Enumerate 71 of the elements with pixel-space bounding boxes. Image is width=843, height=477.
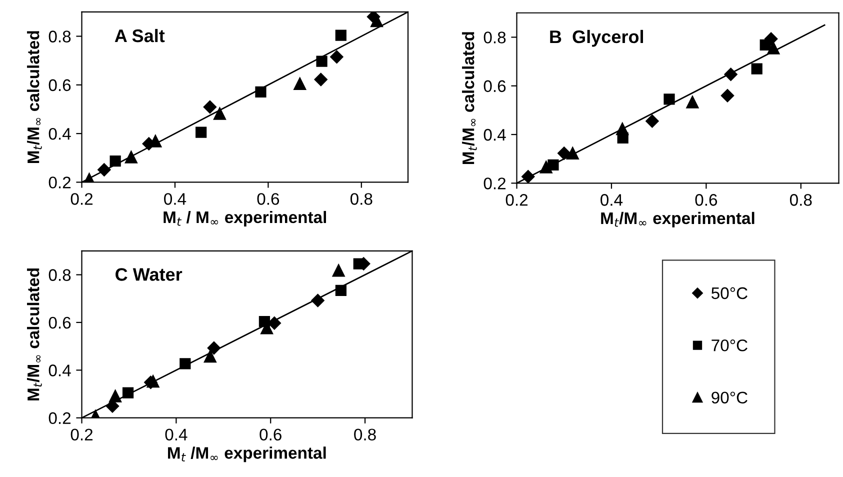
point — [646, 114, 659, 128]
point — [724, 68, 738, 82]
x-tick-label: 0.6 — [257, 193, 280, 205]
point — [760, 39, 771, 51]
legend-label: 50°C — [712, 287, 748, 300]
point — [558, 146, 571, 160]
x-tick-label: 0.8 — [790, 194, 812, 206]
y-tick-label: 0.6 — [484, 80, 506, 92]
point — [255, 86, 266, 98]
point — [686, 96, 699, 108]
legend-label: 90°C — [712, 392, 748, 404]
point — [720, 89, 734, 102]
x-tick-label: 0.4 — [164, 193, 186, 205]
point — [110, 155, 121, 167]
y-tick-label: 0.8 — [48, 269, 71, 281]
point — [335, 284, 346, 296]
point — [335, 30, 346, 41]
x-axis-title: M$_{t}$/M$_{∞}$ experimental — [601, 212, 754, 228]
legend-label: 70°C — [712, 340, 748, 352]
point — [180, 358, 191, 370]
y-tick-label: 0.8 — [48, 30, 71, 42]
text: B Glycerol — [550, 30, 644, 47]
y-axis-title: M$_{t}$/M$_{∞}$ calculated — [462, 32, 477, 164]
y-tick-label: 0.6 — [48, 316, 71, 329]
point — [616, 122, 629, 136]
point — [146, 375, 160, 388]
y-tick-label: 0.4 — [484, 128, 506, 141]
x-tick-label: 0.2 — [70, 428, 93, 441]
y-tick-label: 0.8 — [484, 32, 506, 44]
point — [332, 264, 345, 277]
point — [664, 94, 675, 105]
point — [294, 77, 306, 90]
x-tick-label: 0.8 — [354, 428, 376, 441]
y-axis-title: M$_{t}$/M$_{∞}$ calculated — [27, 31, 42, 164]
x-tick-label: 0.2 — [70, 193, 93, 205]
point — [751, 63, 762, 74]
point — [207, 341, 221, 355]
point — [98, 163, 111, 176]
x-tick-label: 0.6 — [695, 194, 718, 206]
point — [314, 72, 328, 86]
point — [540, 160, 552, 174]
y-tick-label: 0.2 — [484, 178, 506, 190]
y-tick-label: 0.4 — [48, 364, 71, 376]
point — [213, 107, 226, 120]
point — [767, 42, 780, 54]
y-axis-title: M$_{t}$/M$_{∞}$ calculated — [27, 268, 42, 400]
point — [548, 159, 559, 170]
x-tick-label: 0.4 — [600, 194, 623, 206]
y-tick-label: 0.4 — [48, 128, 71, 140]
point — [204, 350, 216, 363]
x-tick-label: 0.4 — [165, 428, 188, 441]
point — [311, 294, 324, 308]
x-axis-title: M$_{t}$ /M$_{∞}$ experimental — [168, 446, 326, 462]
text: A Salt — [114, 28, 165, 42]
point — [316, 56, 328, 67]
point — [330, 50, 344, 64]
point — [122, 387, 134, 398]
y-tick-label: 0.6 — [48, 79, 71, 92]
point — [566, 146, 579, 160]
point — [109, 390, 122, 402]
x-tick-label: 0.8 — [350, 193, 372, 205]
point — [522, 170, 535, 184]
point — [196, 126, 207, 138]
y-tick-label: 0.2 — [48, 412, 71, 424]
point — [124, 150, 138, 164]
x-axis-title: M$_{t}$ / M$_{∞}$ experimental — [164, 210, 326, 226]
x-tick-label: 0.6 — [260, 428, 282, 441]
y-tick-label: 0.2 — [48, 176, 71, 188]
point — [203, 100, 217, 114]
text: C Water — [116, 268, 182, 281]
x-tick-label: 0.2 — [506, 194, 528, 206]
